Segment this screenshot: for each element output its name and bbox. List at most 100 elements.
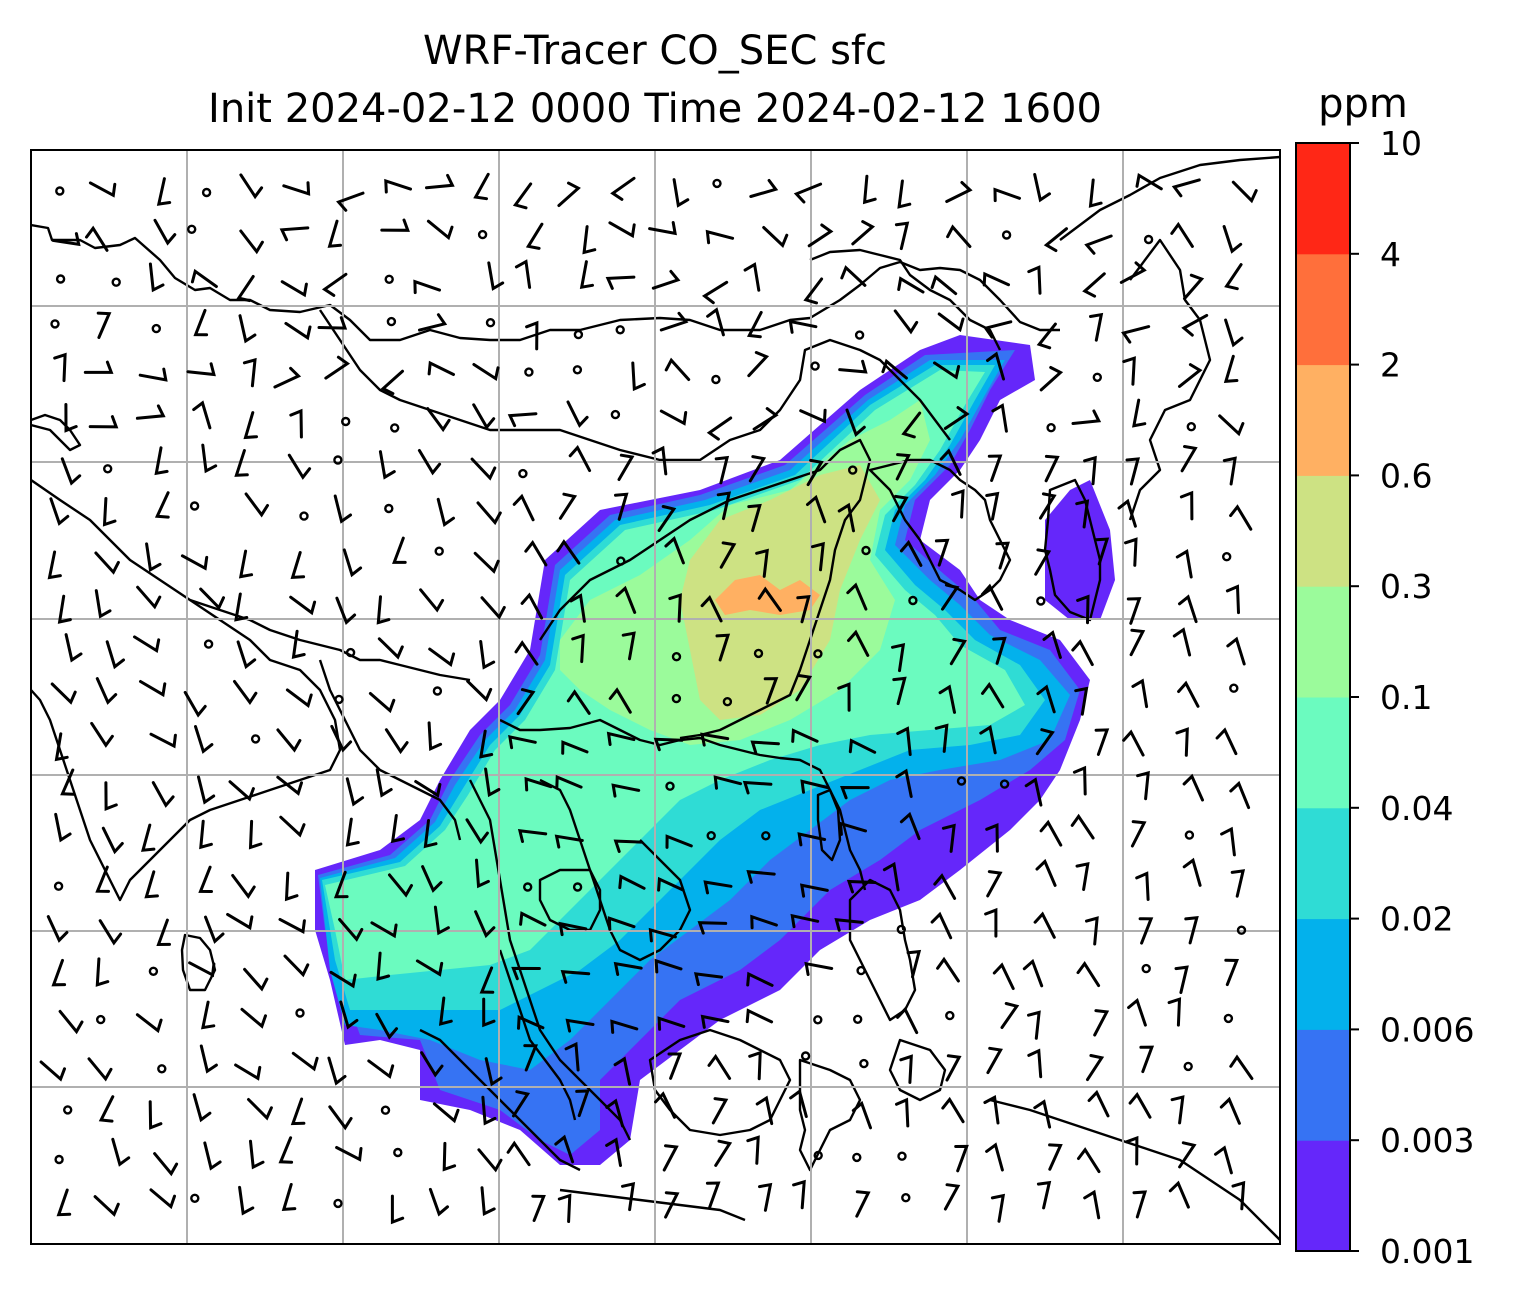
wind-barb (1071, 409, 1102, 425)
calm-wind-marker (380, 1105, 391, 1115)
calm-wind-marker (1036, 596, 1046, 606)
calm-wind-marker (665, 781, 675, 791)
wind-barb (980, 583, 1004, 611)
wind-barb (1088, 178, 1103, 208)
calm-wind-marker (393, 1147, 403, 1158)
wind-barb (94, 589, 112, 619)
wind-barb (154, 446, 169, 476)
colorbar-swatch (1296, 697, 1350, 809)
wind-barb (417, 449, 442, 476)
wind-barb (436, 497, 455, 527)
coastline-china-south (499, 718, 867, 891)
calm-wind-marker (615, 325, 625, 335)
calm-wind-marker (1183, 1061, 1193, 1072)
wind-barb (338, 918, 364, 942)
map-title: WRF-Tracer CO_SEC sfc (422, 28, 888, 74)
wind-barb (791, 728, 819, 743)
wind-barb (1070, 813, 1095, 840)
wind-barb (608, 221, 636, 239)
wind-barb (934, 723, 949, 753)
calm-wind-marker (434, 546, 444, 556)
wind-barb (199, 819, 213, 850)
wind-barb (657, 1016, 686, 1031)
wind-barb (564, 1041, 580, 1072)
wind-barb (747, 351, 770, 378)
wind-barb (1130, 820, 1147, 848)
calm-wind-marker (800, 1051, 811, 1061)
coastline-caspian (31, 413, 82, 452)
wind-barb (899, 811, 921, 841)
wind-barb (484, 767, 501, 798)
wind-barb (54, 812, 72, 843)
wind-barb (333, 494, 352, 524)
wind-barb (700, 1014, 730, 1029)
wind-barb (891, 642, 906, 673)
calm-wind-marker (856, 965, 866, 976)
wind-barb (51, 232, 81, 247)
wind-barb (433, 905, 450, 936)
coastline-new-guinea (989, 1098, 1280, 1241)
wind-barb (345, 817, 360, 847)
calm-wind-marker (945, 1010, 955, 1021)
wind-barb (1044, 454, 1060, 483)
wind-barb (700, 594, 723, 623)
wind-barb (1087, 1089, 1110, 1118)
wind-barb (943, 406, 970, 430)
wind-barb (282, 181, 311, 196)
calm-wind-marker (62, 1105, 73, 1115)
coastline-northeast (1059, 155, 1280, 241)
coastlines (31, 155, 1280, 1241)
wind-barb (1122, 729, 1145, 757)
calm-wind-marker (1236, 925, 1247, 935)
calm-wind-marker (572, 365, 583, 375)
wind-barb (248, 819, 263, 850)
calm-wind-marker (333, 1198, 343, 1209)
calm-wind-marker (853, 1014, 863, 1024)
wind-barb (1231, 1180, 1246, 1211)
calm-wind-marker (848, 465, 858, 475)
wind-barb (945, 181, 973, 203)
wind-barb (617, 453, 635, 481)
wind-barb (479, 966, 495, 994)
calm-wind-marker (432, 686, 443, 696)
calm-wind-marker (610, 409, 621, 420)
wind-barb (605, 1137, 622, 1167)
wind-barb (1125, 457, 1140, 486)
wind-barb (524, 539, 548, 567)
wind-barb (239, 173, 264, 200)
wind-barb (946, 224, 972, 248)
wind-barb (799, 883, 829, 898)
wind-barb (516, 688, 536, 716)
wind-barb (862, 174, 877, 205)
wind-barb (523, 1044, 538, 1072)
wind-barb (204, 915, 225, 944)
wind-barb (605, 1098, 624, 1128)
wind-barb (937, 312, 965, 333)
wind-barb (47, 550, 62, 580)
calm-wind-marker (148, 966, 159, 976)
coastline-philippines (848, 878, 917, 1022)
wind-barb (983, 1094, 1000, 1125)
wind-barb (746, 870, 776, 884)
wind-barb (1039, 366, 1064, 392)
wind-barb (979, 724, 997, 755)
wind-barb (328, 1105, 353, 1131)
coastline-srilanka (180, 933, 217, 992)
wind-barb (156, 177, 172, 206)
wind-barb (1075, 861, 1090, 891)
wind-barb (243, 411, 258, 440)
wind-barb (180, 554, 209, 571)
wind-barb (367, 1059, 395, 1079)
colorbar-swatch (1296, 475, 1350, 587)
wind-barb (1132, 1190, 1148, 1219)
wind-barb (895, 453, 911, 481)
wind-barb (1178, 1141, 1197, 1169)
wind-barb (375, 1012, 398, 1040)
calm-wind-marker (897, 1151, 907, 1161)
wind-barb (470, 457, 497, 481)
wind-barb (893, 309, 919, 335)
wind-barb (145, 542, 162, 573)
wind-barb (280, 280, 308, 298)
calm-wind-marker (722, 697, 733, 707)
wind-barb (795, 674, 813, 702)
